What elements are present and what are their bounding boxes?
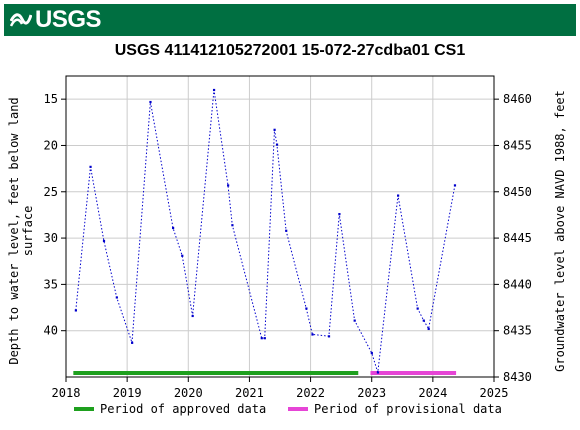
x-tick-label: 2018 bbox=[52, 386, 81, 400]
data-point bbox=[305, 307, 308, 310]
data-point bbox=[260, 337, 263, 340]
data-point bbox=[231, 224, 234, 227]
y-left-tick-label: 25 bbox=[44, 185, 58, 199]
data-point bbox=[327, 335, 331, 338]
grid-lines bbox=[65, 76, 495, 377]
y-right-tick-label: 8450 bbox=[503, 185, 532, 199]
series-line bbox=[75, 89, 456, 373]
data-point bbox=[422, 319, 425, 322]
data-point bbox=[376, 371, 380, 374]
data-series bbox=[74, 88, 457, 374]
y-right-tick-label: 8435 bbox=[503, 324, 532, 338]
y-right-label: Groundwater level above NAVD 1988, feet bbox=[553, 90, 567, 372]
y-right-tick-label: 8440 bbox=[503, 277, 532, 291]
data-point bbox=[89, 165, 92, 168]
x-tick-label: 2024 bbox=[418, 386, 447, 400]
data-point bbox=[338, 212, 341, 216]
data-point bbox=[227, 184, 230, 187]
plot-frame bbox=[65, 75, 495, 378]
usgs-wave-icon bbox=[9, 6, 33, 34]
data-point bbox=[102, 239, 106, 243]
y-left-label-line2: surface bbox=[21, 206, 35, 257]
chart-title: USGS 411412105272001 15-072-27cdba01 CS1 bbox=[114, 42, 466, 59]
data-point bbox=[370, 351, 373, 355]
legend-label: Period of approved data bbox=[100, 402, 266, 416]
legend: Period of approved data Period of provisi… bbox=[74, 402, 502, 416]
x-tick-label: 2020 bbox=[174, 386, 203, 400]
data-point bbox=[427, 327, 430, 331]
data-point bbox=[285, 229, 288, 232]
data-point bbox=[172, 226, 175, 230]
x-tick-label: 2025 bbox=[480, 386, 509, 400]
data-point bbox=[131, 341, 134, 344]
data-point bbox=[263, 337, 266, 340]
data-point bbox=[149, 100, 152, 104]
usgs-banner bbox=[4, 4, 576, 36]
x-tick-label: 2022 bbox=[296, 386, 325, 400]
legend-label: Period of provisional data bbox=[314, 402, 502, 416]
x-tick-label: 2019 bbox=[113, 386, 142, 400]
data-point bbox=[273, 128, 276, 131]
x-tick-label: 2021 bbox=[235, 386, 264, 400]
y-right-ticks: 8460 8455 8450 8445 8440 8435 8430 bbox=[494, 92, 532, 384]
y-left-tick-label: 35 bbox=[44, 277, 58, 291]
data-point bbox=[397, 194, 400, 197]
y-left-ticks: 15 20 25 30 35 40 bbox=[44, 92, 66, 338]
data-point bbox=[181, 254, 184, 257]
y-right-tick-label: 8430 bbox=[503, 370, 532, 384]
y-right-tick-label: 8445 bbox=[503, 231, 532, 245]
data-point bbox=[275, 143, 279, 146]
data-point bbox=[115, 296, 118, 299]
y-left-tick-label: 30 bbox=[44, 231, 58, 245]
data-point bbox=[416, 307, 419, 310]
data-point bbox=[212, 88, 216, 92]
y-left-tick-label: 40 bbox=[44, 324, 58, 338]
data-point bbox=[74, 309, 77, 312]
data-point bbox=[191, 314, 194, 318]
y-right-tick-label: 8455 bbox=[503, 138, 532, 152]
y-left-tick-label: 20 bbox=[44, 138, 58, 152]
usgs-logo[interactable]: USGS bbox=[9, 6, 102, 34]
x-axis-ticks: 2018 2019 2020 2021 2022 2023 2024 2025 bbox=[52, 377, 509, 400]
data-point bbox=[353, 319, 356, 322]
data-point bbox=[453, 184, 457, 187]
usgs-logo-text: USGS bbox=[35, 6, 102, 33]
x-tick-label: 2023 bbox=[357, 386, 386, 400]
data-point bbox=[311, 333, 314, 336]
y-left-label-line1: Depth to water level, feet below land bbox=[7, 97, 21, 364]
y-left-tick-label: 15 bbox=[44, 92, 58, 106]
y-right-tick-label: 8460 bbox=[503, 92, 532, 106]
